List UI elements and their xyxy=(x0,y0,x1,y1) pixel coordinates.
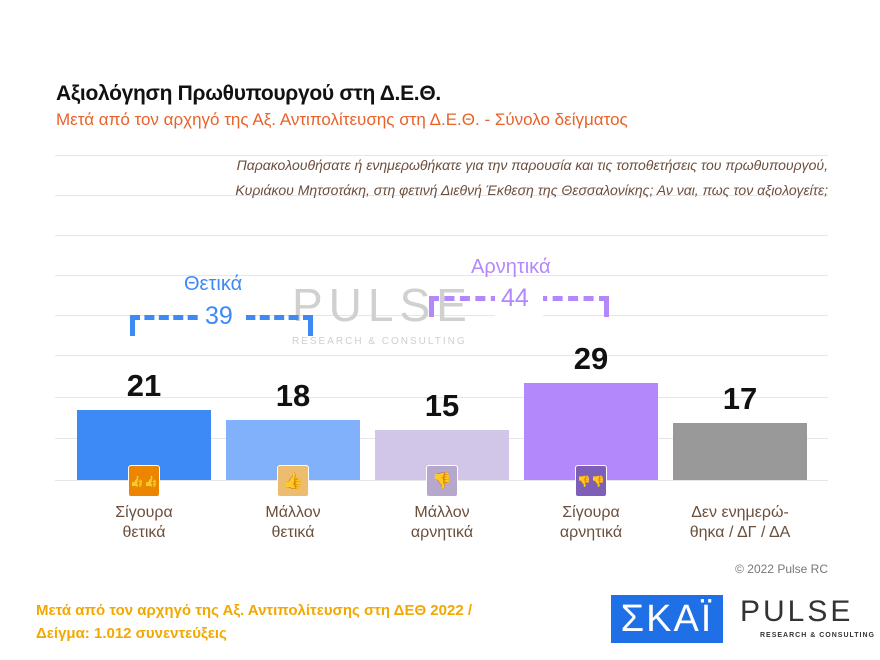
bracket-gap xyxy=(495,282,543,318)
footer-line-1: Μετά από τον αρχηγό της Αξ. Αντιπολίτευσ… xyxy=(36,602,473,619)
copyright: © 2022 Pulse RC xyxy=(735,562,828,576)
pulse-logo: PULSE xyxy=(740,595,854,628)
category-label: θηκα / ΔΓ / ΔΑ xyxy=(689,524,791,541)
category-label: Μάλλον xyxy=(414,504,470,521)
category-label: αρνητικά xyxy=(559,524,623,541)
question-line-2: Κυριάκου Μητσοτάκη, στη φετινή Διεθνή Έκ… xyxy=(235,182,828,198)
gridline xyxy=(55,155,828,156)
gridline xyxy=(55,397,828,398)
category-label: Σίγουρα xyxy=(562,504,620,521)
negative-group-label: Αρνητικά xyxy=(471,256,551,278)
category-label: αρνητικά xyxy=(410,524,474,541)
category-label: θετικά xyxy=(271,524,315,541)
pulse-logo-tagline: RESEARCH & CONSULTING xyxy=(760,632,875,639)
chart-subtitle: Μετά από τον αρχηγό της Αξ. Αντιπολίτευσ… xyxy=(56,110,628,129)
positive-total: 39 xyxy=(205,302,233,330)
negative-total: 44 xyxy=(501,284,529,312)
footer-line-2: Δείγμα: 1.012 συνεντεύξεις xyxy=(36,625,227,642)
two-thumbs-down-icon: 👎👎 xyxy=(575,465,607,497)
chart-title: Αξιολόγηση Πρωθυπουργού στη Δ.Ε.Θ. xyxy=(56,82,441,105)
gridline xyxy=(55,195,828,196)
bar xyxy=(673,423,807,480)
skai-logo: ΣΚΑΪ xyxy=(611,595,723,643)
data-label: 18 xyxy=(275,378,311,414)
thumb-up-icon: 👍 xyxy=(277,465,309,497)
category-label: Μάλλον xyxy=(265,504,321,521)
watermark-logo: PULSE xyxy=(292,279,473,331)
gridline xyxy=(55,275,828,276)
question-line-1: Παρακολουθήσατε ή ενημερωθήκατε για την … xyxy=(236,157,828,173)
gridline xyxy=(55,235,828,236)
category-label: Σίγουρα xyxy=(115,504,173,521)
category-label: Δεν ενημερώ- xyxy=(691,504,789,521)
thumb-down-icon: 👎 xyxy=(426,465,458,497)
data-label: 17 xyxy=(722,381,758,417)
gridline xyxy=(55,315,828,316)
two-thumbs-up-icon: 👍👍 xyxy=(128,465,160,497)
data-label: 29 xyxy=(573,341,609,377)
bracket-gap xyxy=(198,300,246,336)
data-label: 15 xyxy=(424,388,460,424)
bar xyxy=(524,383,658,480)
category-label: θετικά xyxy=(122,524,166,541)
data-label: 21 xyxy=(126,368,162,404)
gridline xyxy=(55,355,828,356)
positive-group-label: Θετικά xyxy=(184,273,243,295)
watermark-tagline: RESEARCH & CONSULTING xyxy=(292,336,467,347)
